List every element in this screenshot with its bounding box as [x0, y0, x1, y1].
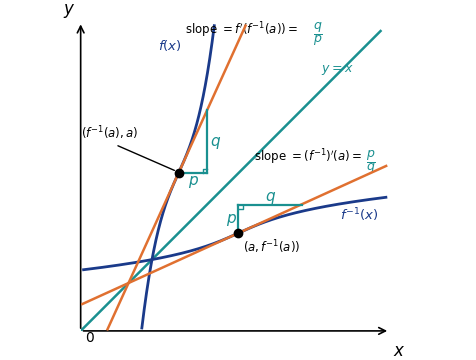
Text: slope $= f'(f^{-1}(a)) =$: slope $= f'(f^{-1}(a)) =$ — [184, 20, 298, 40]
Text: $f(x)$: $f(x)$ — [158, 38, 181, 53]
Text: $(f^{-1}(a), a)$: $(f^{-1}(a), a)$ — [80, 125, 138, 142]
Text: $y$: $y$ — [63, 2, 76, 20]
Text: q: q — [265, 189, 274, 204]
Text: slope $= (f^{-1})'(a) =$: slope $= (f^{-1})'(a) =$ — [254, 148, 362, 167]
Text: $y = x$: $y = x$ — [320, 63, 352, 77]
Text: 0: 0 — [85, 331, 94, 345]
Text: q: q — [210, 134, 220, 149]
Text: $x$: $x$ — [392, 342, 405, 360]
Text: $\dfrac{q}{p}$: $\dfrac{q}{p}$ — [312, 20, 322, 48]
Text: p: p — [226, 211, 236, 226]
Text: $\dfrac{p}{q}$: $\dfrac{p}{q}$ — [366, 148, 376, 176]
Text: $(a, f^{-1}(a))$: $(a, f^{-1}(a))$ — [243, 238, 300, 256]
Text: p: p — [188, 173, 197, 188]
Text: $f^{-1}(x)$: $f^{-1}(x)$ — [339, 207, 377, 224]
